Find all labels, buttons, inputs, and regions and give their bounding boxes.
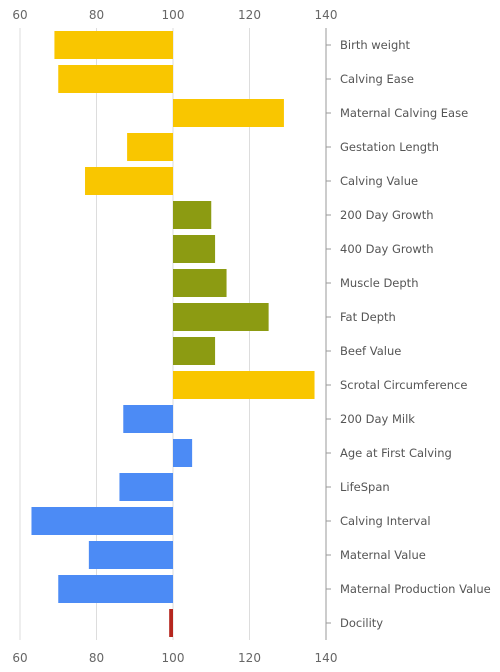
category-label: Docility [340, 616, 383, 630]
category-label: Gestation Length [340, 140, 439, 154]
category-label: Beef Value [340, 344, 401, 358]
category-label: 200 Day Milk [340, 412, 415, 426]
category-label: 200 Day Growth [340, 208, 434, 222]
bar [85, 167, 173, 195]
bar [173, 371, 315, 399]
category-label: LifeSpan [340, 480, 390, 494]
category-label: Muscle Depth [340, 276, 418, 290]
bar [58, 65, 173, 93]
category-label: Calving Interval [340, 514, 431, 528]
category-label: Scrotal Circumference [340, 378, 467, 392]
x-tick-label-top: 100 [162, 8, 185, 22]
category-label: 400 Day Growth [340, 242, 434, 256]
bar [54, 31, 173, 59]
bar [169, 609, 173, 637]
x-tick-label-bottom: 80 [89, 651, 104, 665]
x-tick-label-bottom: 140 [315, 651, 338, 665]
bar [173, 99, 284, 127]
category-label: Maternal Calving Ease [340, 106, 468, 120]
grid-lines [19, 28, 327, 640]
bar [173, 303, 269, 331]
category-label: Calving Ease [340, 72, 414, 86]
x-tick-label-bottom: 120 [238, 651, 261, 665]
x-tick-label-top: 140 [315, 8, 338, 22]
bar [173, 235, 216, 263]
bar [127, 133, 173, 161]
bar [173, 439, 193, 467]
category-label: Maternal Value [340, 548, 426, 562]
category-label: Fat Depth [340, 310, 396, 324]
bar [173, 201, 212, 229]
bar [119, 473, 173, 501]
category-labels: Birth weight Calving Ease Maternal Calving… [326, 38, 491, 630]
x-tick-label-top: 120 [238, 8, 261, 22]
category-label: Age at First Calving [340, 446, 452, 460]
bar [123, 405, 173, 433]
x-tick-label-top: 80 [89, 8, 104, 22]
category-label: Calving Value [340, 174, 418, 188]
bar [88, 541, 173, 569]
category-label: Maternal Production Value [340, 582, 491, 596]
tick-labels: 60 60 80 80 100 100 120 120 140 140 [12, 8, 337, 665]
x-tick-label-bottom: 100 [162, 651, 185, 665]
category-label: Birth weight [340, 38, 411, 52]
bar [173, 269, 227, 297]
x-tick-label-bottom: 60 [12, 651, 27, 665]
bar [31, 507, 173, 535]
bar [58, 575, 173, 603]
x-tick-label-top: 60 [12, 8, 27, 22]
bars [31, 31, 315, 637]
bar [173, 337, 216, 365]
